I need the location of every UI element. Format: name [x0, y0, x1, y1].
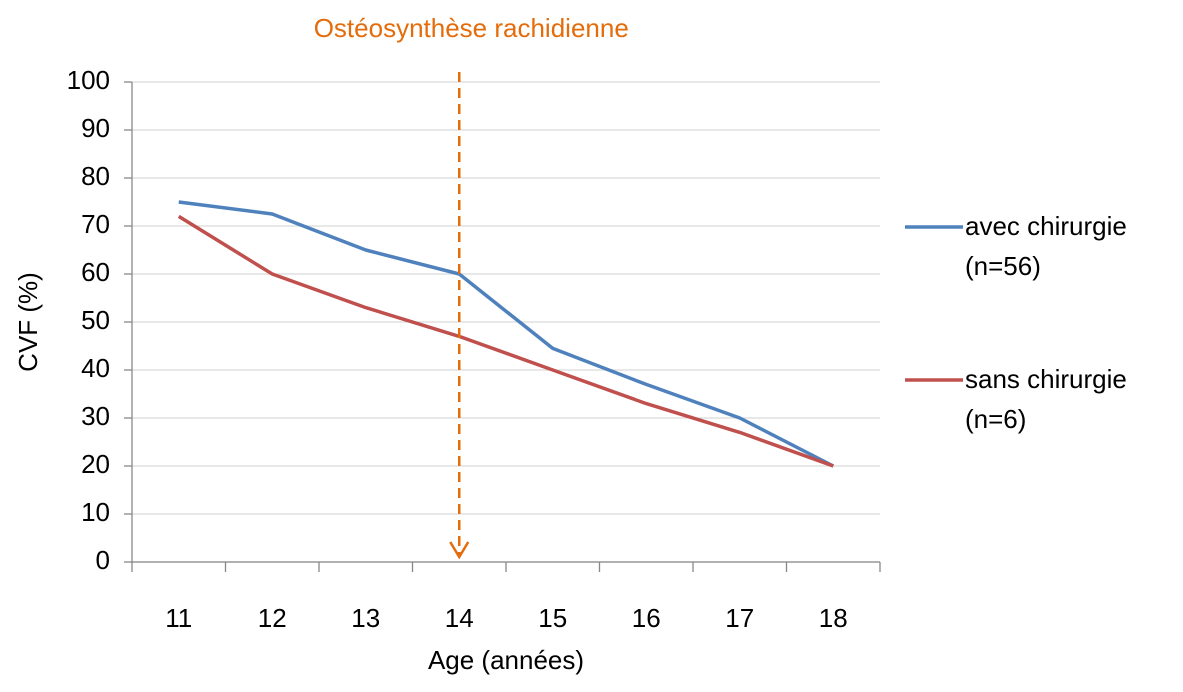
y-tick-label: 20 [81, 449, 110, 479]
x-tick-label: 13 [351, 603, 380, 633]
x-tick-label: 15 [538, 603, 567, 633]
y-tick-label: 100 [67, 65, 110, 95]
legend-label: sans chirurgie (n=6) [965, 364, 1127, 434]
x-tick-label: 11 [165, 603, 192, 633]
x-tick-label: 16 [632, 603, 661, 633]
x-axis-label: Age (années) [428, 645, 584, 675]
y-tick-label: 40 [81, 353, 110, 383]
y-tick-label: 80 [81, 161, 110, 191]
series-line [177, 214, 834, 468]
annotation-text: Ostéosynthèse rachidienne [314, 13, 629, 43]
x-tick-label: 12 [258, 603, 287, 633]
y-tick-label: 30 [81, 401, 110, 431]
y-axis-label: CVF (%) [13, 272, 43, 372]
y-tick-label: 90 [81, 113, 110, 143]
annotation-arrowhead [449, 541, 470, 560]
y-tick-label: 60 [81, 257, 110, 287]
y-tick-label: 10 [81, 497, 110, 527]
x-tick-label: 14 [445, 603, 474, 633]
y-tick-label: 0 [96, 545, 110, 575]
x-tick-label: 18 [819, 603, 848, 633]
y-tick-label: 50 [81, 305, 110, 335]
y-tick-label: 70 [81, 209, 110, 239]
legend-label: avec chirurgie (n=56) [965, 211, 1127, 281]
x-tick-label: 17 [725, 603, 754, 633]
series-line [178, 200, 835, 468]
